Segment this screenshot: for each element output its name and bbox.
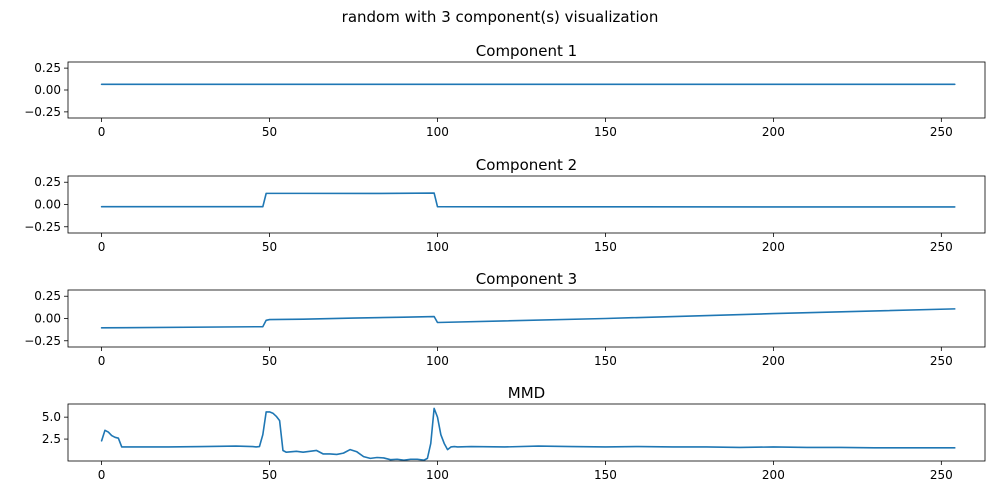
x-tick-label: 0 — [98, 125, 106, 139]
x-tick-label: 200 — [762, 354, 785, 368]
y-tick-label: 0.00 — [34, 312, 61, 326]
x-tick-label: 200 — [762, 240, 785, 254]
axes-frame — [67, 61, 986, 119]
y-tick-label: −0.25 — [24, 105, 61, 119]
subplot-4: MMD 0 50 100 150 200 250 5.0 2.5 — [42, 384, 986, 482]
x-tick-label: 100 — [426, 125, 449, 139]
subplot-title: MMD — [508, 384, 545, 402]
x-tick-label: 50 — [262, 240, 277, 254]
y-tick-label: 2.5 — [42, 432, 61, 446]
y-tick-label: 0.00 — [34, 198, 61, 212]
x-tick-label: 200 — [762, 125, 785, 139]
x-tick-label: 250 — [930, 354, 953, 368]
axes-frame — [67, 175, 986, 234]
series-line — [100, 192, 956, 208]
x-tick-label: 150 — [594, 468, 617, 482]
x-tick-label: 150 — [594, 240, 617, 254]
x-tick-label: 50 — [262, 354, 277, 368]
subplot-title: Component 1 — [476, 42, 577, 60]
x-tick-label: 0 — [98, 240, 106, 254]
x-tick-label: 50 — [262, 468, 277, 482]
x-tick-label: 250 — [930, 240, 953, 254]
y-tick-label: −0.25 — [24, 334, 61, 348]
x-tick-label: 0 — [98, 468, 106, 482]
y-tick-label: 0.25 — [34, 61, 61, 75]
x-tick-label: 50 — [262, 125, 277, 139]
x-tick-label: 100 — [426, 468, 449, 482]
y-tick-label: 0.25 — [34, 289, 61, 303]
y-tick-label: 0.25 — [34, 175, 61, 189]
x-tick-label: 250 — [930, 125, 953, 139]
x-tick-label: 100 — [426, 354, 449, 368]
x-tick-label: 250 — [930, 468, 953, 482]
subplot-2: Component 2 0 50 100 150 200 250 0.25 0.00 −0.25 — [24, 156, 986, 254]
series-line — [100, 407, 956, 461]
subplot-title: Component 3 — [476, 270, 577, 288]
series-line — [100, 308, 956, 329]
x-tick-label: 200 — [762, 468, 785, 482]
axes-frame — [67, 289, 986, 348]
y-tick-label: 5.0 — [42, 410, 61, 424]
subplot-title: Component 2 — [476, 156, 577, 174]
x-tick-label: 150 — [594, 354, 617, 368]
x-tick-label: 150 — [594, 125, 617, 139]
axes-frame — [67, 403, 986, 462]
y-tick-label: 0.00 — [34, 83, 61, 97]
subplot-3: Component 3 0 50 100 150 200 250 0.25 0.00 −0.25 — [24, 270, 986, 368]
x-tick-label: 100 — [426, 240, 449, 254]
x-tick-label: 0 — [98, 354, 106, 368]
y-tick-label: −0.25 — [24, 220, 61, 234]
figure-title: random with 3 component(s) visualization — [342, 8, 659, 26]
subplot-1: Component 1 0 50 100 150 200 250 0.25 0.00 −0.25 — [24, 42, 986, 139]
